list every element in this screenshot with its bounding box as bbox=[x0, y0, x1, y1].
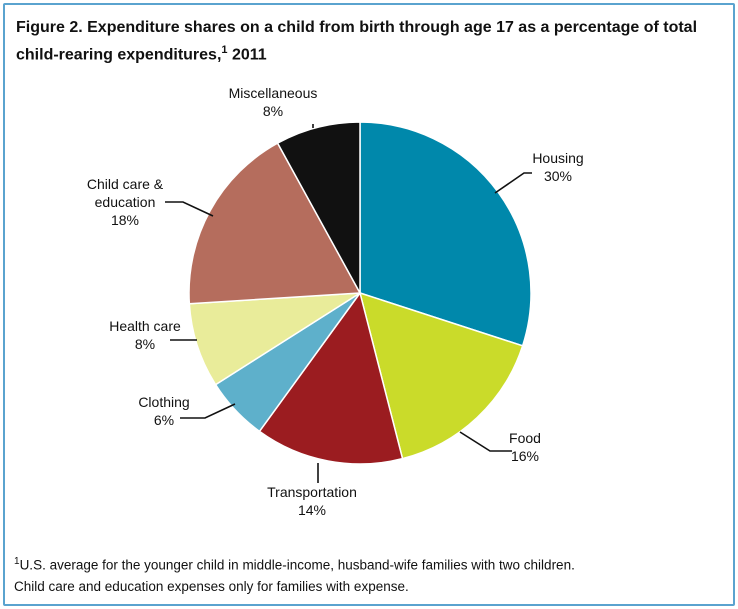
slice-name: Food bbox=[509, 430, 541, 446]
title-main: Figure 2. Expenditure shares on a child … bbox=[16, 19, 698, 64]
pie-slice-housing bbox=[359, 121, 532, 347]
slice-percent: 18% bbox=[111, 212, 139, 228]
slice-label-clothing: Clothing 6% bbox=[138, 394, 189, 428]
leader-line-food bbox=[459, 431, 512, 452]
slice-name: Transportation bbox=[267, 484, 357, 500]
slice-labels: Housing 30% Food 16% Transportation 14% Clothi… bbox=[87, 85, 584, 518]
slice-name: education bbox=[95, 194, 156, 210]
pie-slice-miscellaneous bbox=[276, 121, 361, 294]
title-footnote-marker: 1 bbox=[221, 44, 228, 56]
leader-line-clothing bbox=[180, 403, 236, 419]
slice-label-miscellaneous: Miscellaneous 8% bbox=[229, 85, 318, 119]
slice-label-housing: Housing 30% bbox=[532, 150, 583, 184]
slice-percent: 8% bbox=[135, 336, 155, 352]
footnote: 1U.S. average for the younger child in m… bbox=[14, 551, 714, 597]
slice-percent: 8% bbox=[263, 103, 283, 119]
slice-name: Health care bbox=[109, 318, 181, 334]
pie-slices bbox=[188, 121, 532, 465]
slice-label-transportation: Transportation 14% bbox=[267, 484, 357, 518]
title-year: 2011 bbox=[227, 46, 267, 64]
footnote-line-2: Child care and education expenses only f… bbox=[14, 578, 409, 594]
leader-lines bbox=[165, 124, 532, 483]
slice-name: Housing bbox=[532, 150, 583, 166]
slice-name: Clothing bbox=[138, 394, 189, 410]
slice-label-food: Food 16% bbox=[509, 430, 541, 464]
pie-slice-child-care-education bbox=[188, 142, 362, 305]
slice-label-health-care: Health care 8% bbox=[109, 318, 181, 352]
leader-line-housing bbox=[494, 172, 532, 194]
footnote-line-1: 1U.S. average for the younger child in m… bbox=[14, 551, 714, 576]
footnote-marker: 1 bbox=[14, 556, 20, 567]
chart-title: Figure 2. Expenditure shares on a child … bbox=[16, 17, 716, 66]
leader-line-child-care-education bbox=[165, 201, 214, 217]
slice-percent: 16% bbox=[511, 448, 539, 464]
slice-label-child-care-education: Child care & education 18% bbox=[87, 176, 164, 228]
pie-slice-transportation bbox=[258, 291, 404, 465]
slice-name: Miscellaneous bbox=[229, 85, 318, 101]
pie-slice-food bbox=[358, 291, 524, 460]
slice-percent: 14% bbox=[298, 502, 326, 518]
slice-name: Child care & bbox=[87, 176, 164, 192]
slice-percent: 6% bbox=[154, 412, 174, 428]
footnote-text-1: U.S. average for the younger child in mi… bbox=[19, 557, 575, 573]
slice-percent: 30% bbox=[544, 168, 572, 184]
